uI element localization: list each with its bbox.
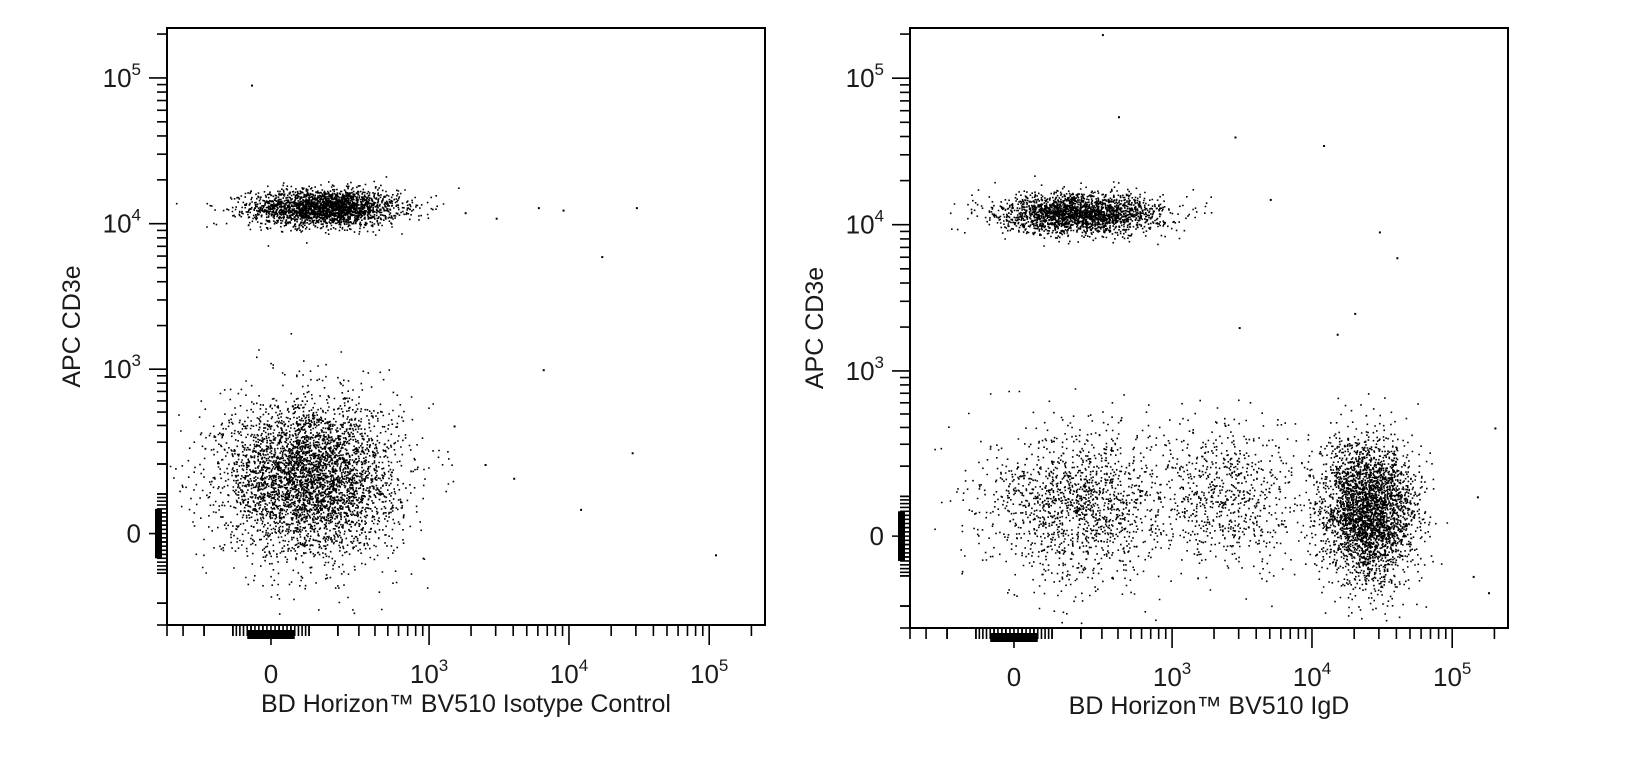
x-axis xyxy=(909,628,1496,648)
y-axis-label: APC CD3e xyxy=(801,267,829,389)
plot-frame xyxy=(166,27,766,626)
event-dot xyxy=(949,175,1213,247)
event-dots xyxy=(934,34,1497,625)
event-dot xyxy=(537,207,540,210)
event-dot xyxy=(1269,198,1272,201)
y-tick-label: 105 xyxy=(846,60,884,93)
x-tick-label: 103 xyxy=(1153,659,1191,692)
event-dot xyxy=(562,209,565,212)
scatter-plot-2: 0 103 104 105 0 103 104 105 BD Horizon™ BV510 Ig… xyxy=(801,27,1509,720)
y-axis xyxy=(149,33,167,626)
event-dot xyxy=(464,212,467,215)
event-dot xyxy=(175,176,460,247)
x-tick-label: 105 xyxy=(1433,659,1471,692)
x-tick-label: 103 xyxy=(410,656,448,689)
population-1 xyxy=(175,176,460,247)
event-dot xyxy=(631,452,634,455)
x-tick-label: 104 xyxy=(1293,659,1331,692)
event-dot xyxy=(1280,393,1449,622)
y-tick-label: 104 xyxy=(846,207,884,240)
event-dot xyxy=(1234,136,1237,139)
event-dot xyxy=(580,508,583,511)
x-axis-label: BD Horizon™ BV510 IgD xyxy=(1069,692,1350,720)
y-axis xyxy=(892,33,910,629)
event-dot xyxy=(251,84,254,87)
x-axis-label: BD Horizon™ BV510 Isotype Control xyxy=(261,690,671,718)
y-tick-label: 0 xyxy=(870,521,884,551)
event-dot xyxy=(1323,144,1326,147)
event-dot xyxy=(1472,575,1475,578)
x-tick-label: 0 xyxy=(264,659,278,689)
x-tick-label: 104 xyxy=(550,656,588,689)
event-dot xyxy=(1494,427,1497,430)
y-tick-label: 103 xyxy=(103,351,141,384)
event-dot xyxy=(715,554,718,557)
y-tick-label: 103 xyxy=(846,353,884,386)
event-dot xyxy=(1354,312,1357,315)
event-dot xyxy=(484,464,487,467)
population-2 xyxy=(934,388,1224,625)
y-tick-label: 0 xyxy=(127,519,141,549)
event-dot xyxy=(635,207,638,210)
event-dot xyxy=(513,477,516,480)
y-tick-label: 104 xyxy=(103,206,141,239)
event-dot xyxy=(1117,116,1120,119)
x-tick-label: 105 xyxy=(690,656,728,689)
x-tick-label: 0 xyxy=(1007,662,1021,692)
population-1 xyxy=(949,175,1213,247)
scatter-plot-1: 0 103 104 105 0 103 104 105 BD Horizon™ BV510 Is… xyxy=(58,27,766,718)
event-dot xyxy=(1487,592,1490,595)
event-dot xyxy=(934,388,1224,625)
event-dot xyxy=(601,256,604,259)
event-dot xyxy=(1476,496,1479,499)
event-dot xyxy=(1396,257,1399,260)
y-tick-label: 105 xyxy=(103,60,141,93)
y-axis-label: APC CD3e xyxy=(58,265,86,387)
event-dots xyxy=(169,84,718,615)
x-axis xyxy=(166,625,753,645)
population-4 xyxy=(1280,393,1449,622)
event-dot xyxy=(1101,34,1104,37)
event-dot xyxy=(542,369,545,372)
event-dot xyxy=(495,217,498,220)
event-dot xyxy=(1336,333,1339,336)
event-dot xyxy=(1378,231,1381,234)
plot-frame xyxy=(909,27,1509,629)
event-dot xyxy=(453,425,456,428)
event-dot xyxy=(1238,327,1241,330)
